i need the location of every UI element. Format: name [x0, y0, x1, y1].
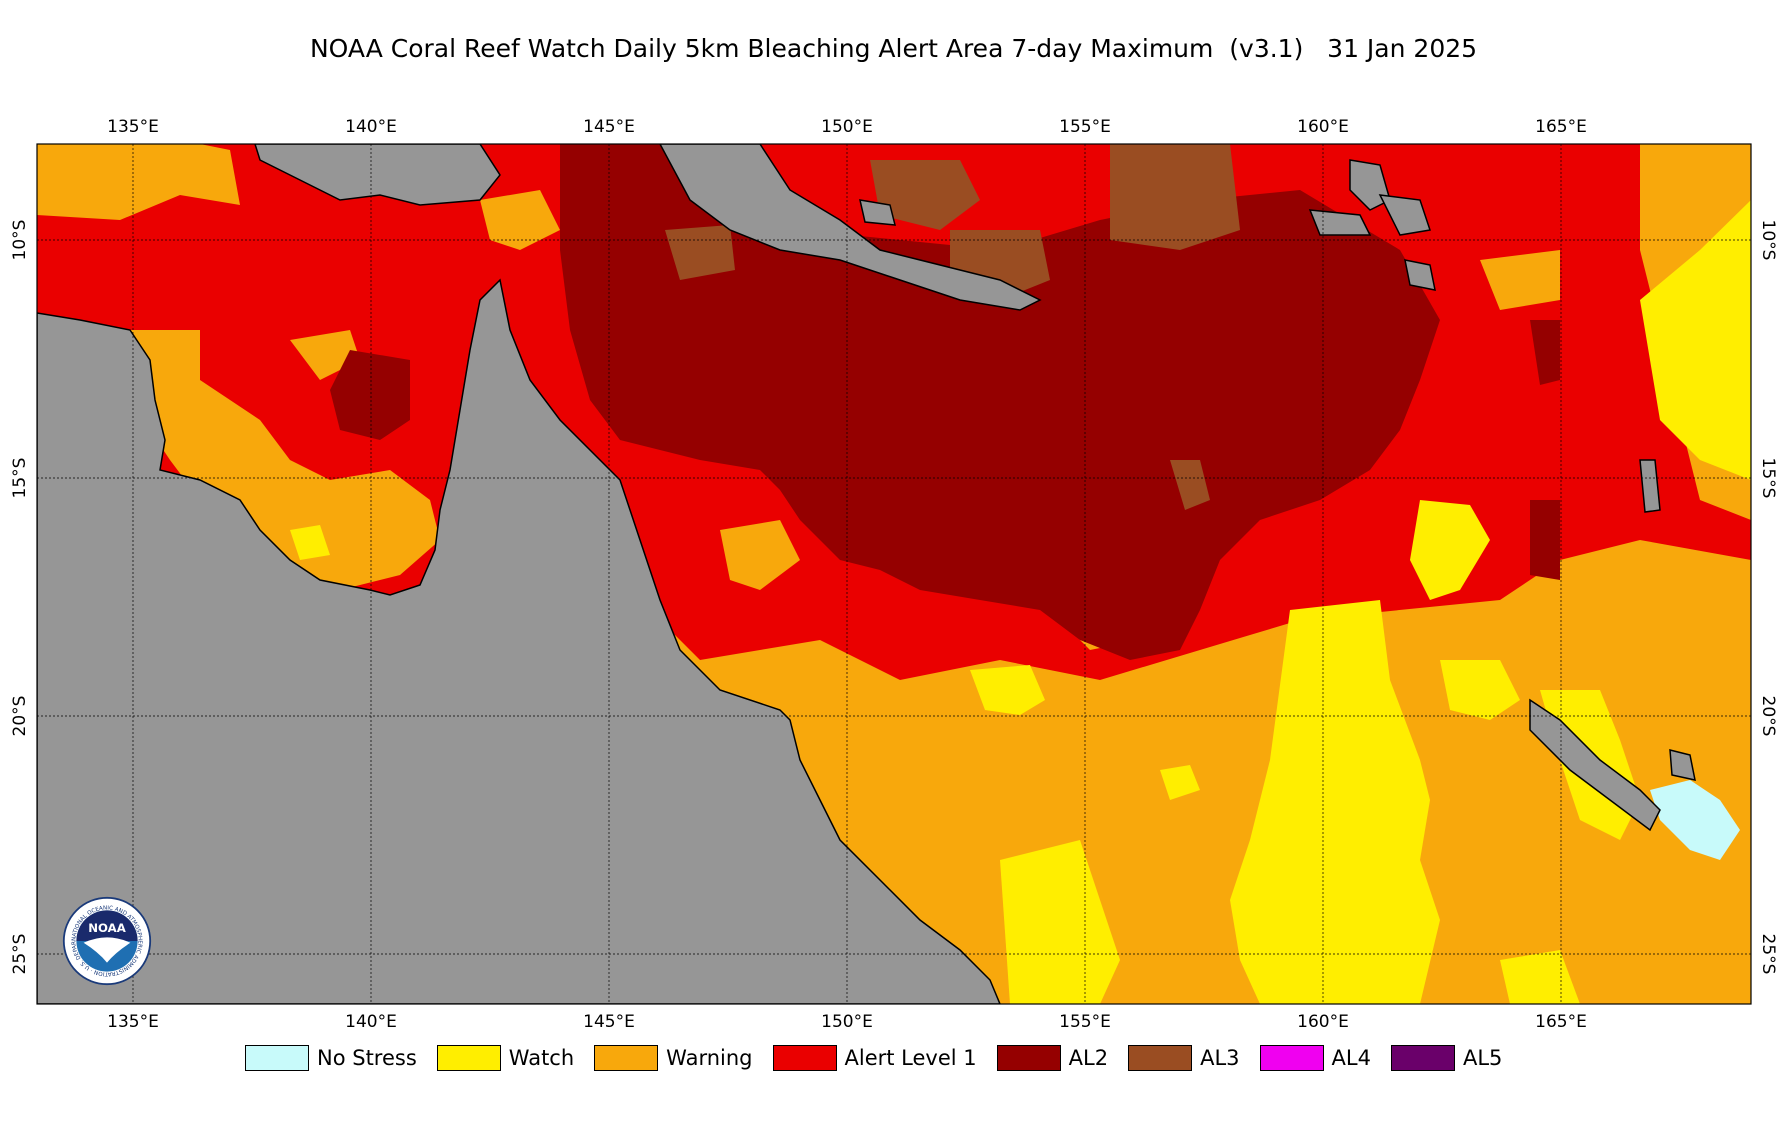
land	[37, 144, 1696, 1004]
legend-label: AL2	[1068, 1046, 1109, 1070]
legend-label: Watch	[508, 1046, 575, 1070]
lat-tick-left: 10°S	[10, 220, 30, 261]
lat-tick-right: 25°S	[1758, 934, 1778, 975]
legend-item: AL5	[1390, 1045, 1503, 1071]
lon-tick-top: 165°E	[1535, 117, 1587, 137]
legend-swatch	[245, 1045, 309, 1071]
lon-tick-top: 155°E	[1059, 117, 1111, 137]
map-title: NOAA Coral Reef Watch Daily 5km Bleachin…	[309, 34, 1478, 63]
graticule	[37, 144, 1751, 1004]
legend-swatch	[772, 1045, 837, 1071]
legend-label: No Stress	[317, 1046, 417, 1070]
legend-label: AL5	[1462, 1046, 1503, 1070]
legend-item: AL4	[1259, 1045, 1371, 1071]
lat-tick-left: 25°S	[10, 934, 30, 975]
lon-tick-bottom: 160°E	[1297, 1012, 1349, 1032]
legend-item: Alert Level 1	[772, 1045, 977, 1071]
lon-tick-bottom: 165°E	[1535, 1012, 1587, 1032]
legend-swatch	[436, 1045, 501, 1071]
lon-tick-bottom: 150°E	[821, 1012, 873, 1032]
legend-label: AL4	[1331, 1046, 1371, 1070]
map-plot-area	[37, 144, 1751, 1004]
legend-item: No Stress	[245, 1045, 417, 1071]
lon-tick-bottom: 140°E	[345, 1012, 397, 1032]
legend-swatch	[1390, 1045, 1455, 1071]
lon-tick-bottom: 145°E	[583, 1012, 635, 1032]
lon-tick-top: 160°E	[1297, 117, 1349, 137]
legend-swatch	[594, 1045, 659, 1071]
lat-tick-right: 10°S	[1758, 220, 1778, 261]
lat-tick-right: 15°S	[1758, 458, 1778, 499]
lat-tick-left: 15°S	[10, 458, 30, 499]
legend-label: AL3	[1200, 1046, 1240, 1070]
legend-item: Warning	[594, 1045, 753, 1071]
noaa-logo: NOAA NATIONAL OCEANIC AND ATMOSPHERIC AD…	[62, 896, 152, 986]
no-stress-region	[1650, 780, 1740, 860]
legend-swatch	[996, 1045, 1061, 1071]
alert-level-2-regions	[330, 144, 1560, 660]
alert-level-3-regions	[665, 144, 1240, 510]
logo-text: NOAA	[88, 921, 126, 935]
legend-item: AL3	[1128, 1045, 1240, 1071]
legend-item: Watch	[436, 1045, 575, 1071]
lon-tick-top: 145°E	[583, 117, 635, 137]
legend-label: Warning	[666, 1046, 753, 1070]
legend-item: AL2	[996, 1045, 1109, 1071]
lon-tick-top: 140°E	[345, 117, 397, 137]
legend-label: Alert Level 1	[844, 1046, 977, 1070]
lat-tick-left: 20°S	[10, 696, 30, 737]
lon-tick-bottom: 135°E	[107, 1012, 159, 1032]
map-frame	[36, 143, 1752, 1005]
lon-tick-top: 135°E	[107, 117, 159, 137]
lat-tick-right: 20°S	[1758, 696, 1778, 737]
legend-swatch	[1128, 1045, 1193, 1071]
lon-tick-bottom: 155°E	[1059, 1012, 1111, 1032]
legend: No Stress Watch Warning Alert Level 1 AL2 AL3…	[245, 1042, 1522, 1074]
legend-swatch	[1259, 1045, 1324, 1071]
lon-tick-top: 150°E	[821, 117, 873, 137]
